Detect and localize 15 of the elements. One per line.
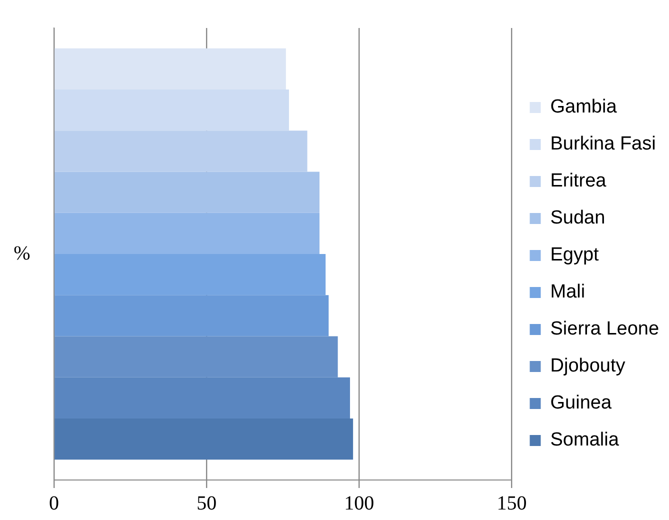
- legend-label: Guinea: [550, 392, 612, 414]
- legend-label: Somalia: [550, 430, 620, 451]
- legend-label: Sierra Leone: [550, 318, 660, 340]
- legend-label: Eritrea: [550, 170, 607, 192]
- legend-label: Mali: [550, 282, 586, 303]
- x-tick-label: 100: [344, 492, 374, 514]
- legend-label: Egypt: [550, 244, 600, 266]
- x-tick-label: 50: [196, 492, 217, 514]
- y-axis-title: %: [14, 242, 30, 264]
- legend-label: Gambia: [550, 96, 618, 118]
- legend-label: Sudan: [550, 208, 606, 229]
- legend-label: Burkina Fasi: [550, 134, 656, 155]
- x-tick-label: 150: [496, 492, 527, 514]
- legend-label: Djobouty: [550, 356, 626, 377]
- x-tick-label: 0: [49, 492, 59, 514]
